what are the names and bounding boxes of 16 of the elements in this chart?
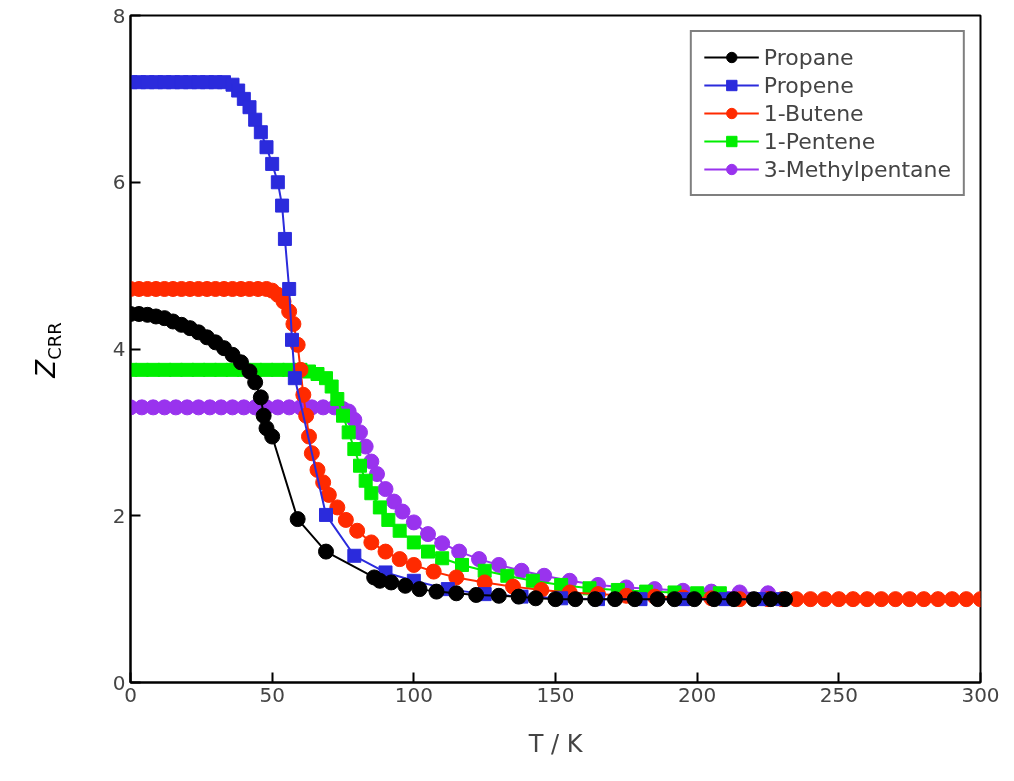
y-tick-label: 8 [112, 3, 126, 28]
x-tick-label: 200 [678, 682, 717, 707]
legend-label: Propane [763, 44, 854, 70]
y-tick-label: 2 [112, 503, 126, 528]
x-tick-label: 300 [961, 682, 1000, 707]
y-tick-label: 4 [112, 337, 126, 361]
legend-label: 3-Methylpentane [763, 156, 951, 182]
legend-label: 1-Butene [763, 100, 864, 126]
x-axis-title: T / K [527, 729, 584, 758]
x-tick-label: 250 [819, 682, 858, 707]
legend-label: 1-Pentene [763, 128, 876, 154]
x-tick-label: 100 [394, 682, 433, 707]
y-tick-label: 6 [112, 170, 126, 195]
x-tick-label: 150 [536, 682, 575, 707]
x-tick-label: 50 [259, 682, 285, 707]
legend-label: Propene [763, 72, 854, 98]
